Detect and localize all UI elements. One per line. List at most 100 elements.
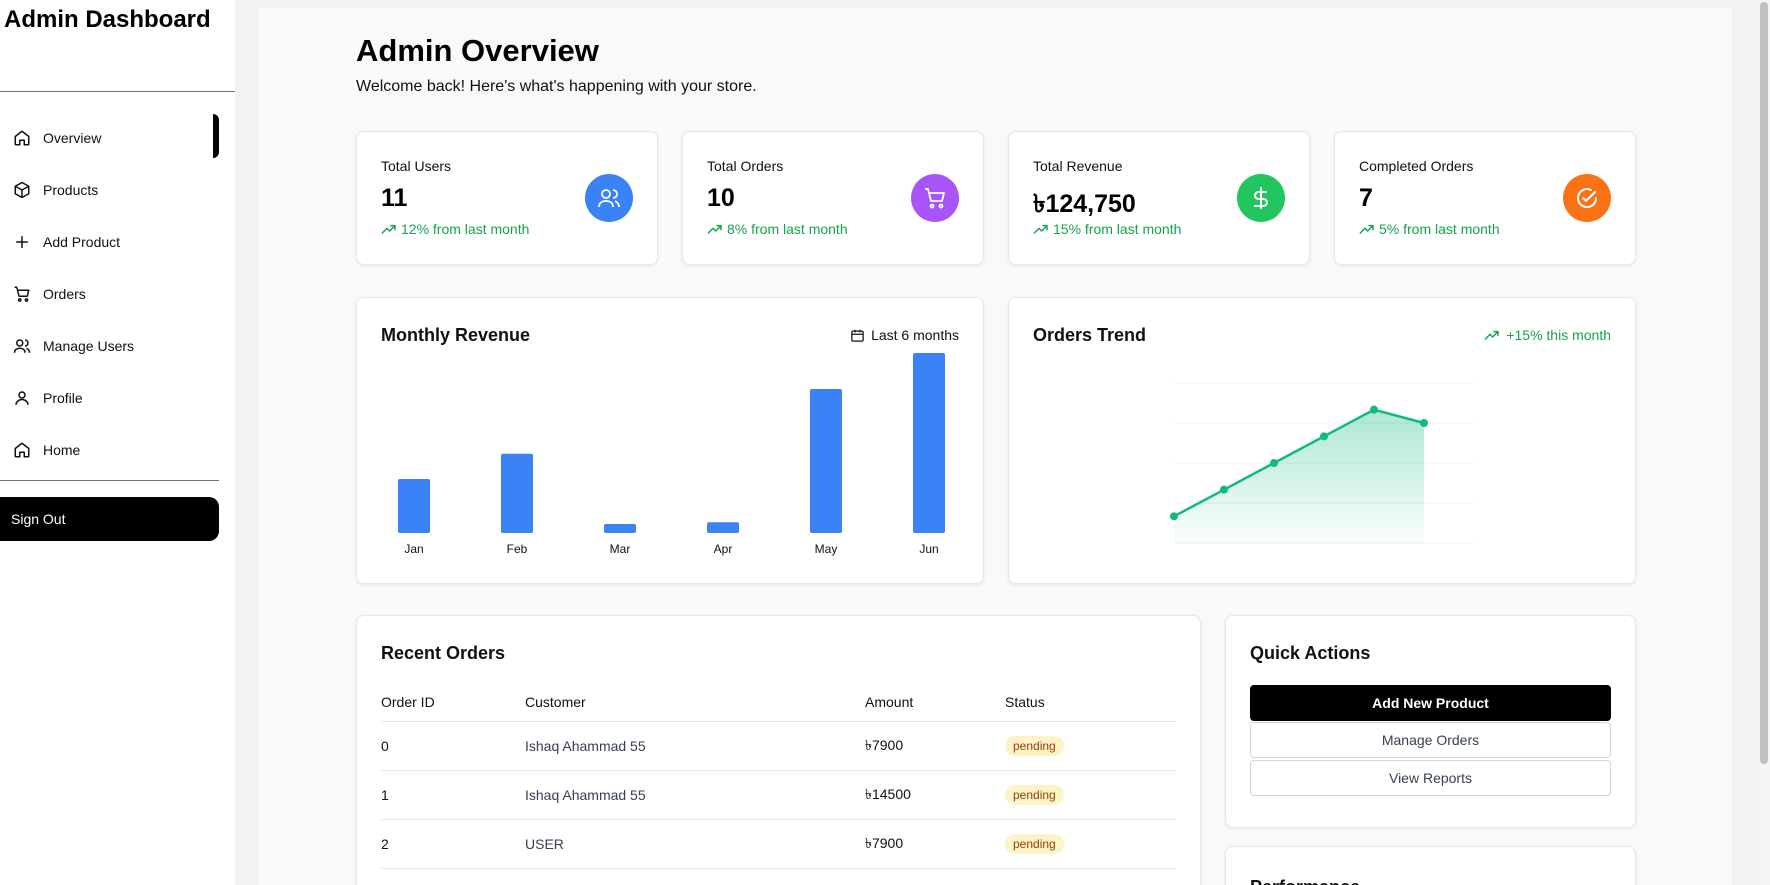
stat-label: Total Revenue [1033,158,1123,174]
stat-value: 10 [707,184,735,212]
users-icon [12,336,32,356]
plus-icon [12,232,32,252]
stat-card-total-revenue: Total Revenue ৳124,750 15% from last mon… [1008,131,1310,265]
x-tick-label: May [815,542,838,556]
table-row[interactable]: 0 Ishaq Ahammad 55 ৳7900 pending [381,722,1176,771]
status-cell: pending [1005,771,1064,819]
sidebar-item-label: Overview [43,130,102,146]
sidebar-item-manage-users[interactable]: Manage Users [0,320,219,372]
sidebar-item-label: Profile [43,390,83,406]
stat-value: 7 [1359,184,1373,212]
sidebar-item-profile[interactable]: Profile [0,372,219,424]
bar[interactable] [604,524,636,533]
sidebar-item-label: Orders [43,286,86,302]
column-header[interactable]: Status [1005,694,1045,710]
card-title: Recent Orders [381,643,506,663]
brand-title: Admin Dashboard [4,6,211,33]
sidebar: Admin Dashboard Overview Products Add Pr… [0,0,235,885]
status-badge: pending [1005,736,1064,756]
card-title: Monthly Revenue [381,325,531,345]
trending-up-icon [381,224,396,234]
monthly-revenue-card: Monthly Revenue Last 6 months Jan Feb Mar A… [356,297,984,584]
sidebar-item-orders[interactable]: Orders [0,268,219,320]
order-id: 1 [381,787,389,803]
home-icon [12,128,32,148]
x-tick-label: Jun [919,542,938,556]
stat-card-total-users: Total Users 11 12% from last month [356,131,658,265]
table-header: Order ID Customer Amount Status [381,694,1176,722]
x-tick-label: Apr [714,542,733,556]
data-point[interactable] [1370,405,1378,414]
trending-up-icon [1484,330,1500,340]
sign-out-button[interactable]: Sign Out [0,497,219,541]
order-amount: ৳14500 [865,786,911,802]
data-point[interactable] [1270,459,1278,467]
bar[interactable] [501,453,533,533]
stat-value: ৳124,750 [1033,190,1136,218]
status-cell: pending [1005,722,1064,770]
card-title: Performance [1250,877,1360,885]
sidebar-item-products[interactable]: Products [0,164,219,216]
bar[interactable] [810,389,842,533]
dollar-icon [1237,174,1285,222]
recent-orders-card: Recent Orders Order ID Customer Amount S… [356,615,1201,885]
table-row[interactable]: 2 USER ৳7900 pending [381,820,1176,869]
data-point[interactable] [1220,485,1228,494]
bar[interactable] [707,522,739,533]
data-point[interactable] [1420,419,1428,427]
sidebar-item-overview[interactable]: Overview [0,112,219,164]
stat-value: 11 [381,184,408,212]
column-header[interactable]: Customer [525,694,586,710]
main-content: Admin Overview Welcome back! Here's what… [259,8,1732,885]
customer-name: Ishaq Ahammad 55 [525,787,646,803]
date-range-selector[interactable]: Last 6 months [850,327,959,343]
view-reports-button[interactable]: View Reports [1250,760,1611,796]
status-badge: pending [1005,834,1064,854]
card-title: Quick Actions [1250,643,1371,663]
cart-icon [911,174,959,222]
customer-name: Ishaq Ahammad 55 [525,738,646,754]
bar[interactable] [398,479,430,533]
customer-name: USER [525,836,564,852]
stat-label: Completed Orders [1359,158,1474,174]
order-amount: ৳7900 [865,835,904,851]
user-icon [12,388,32,408]
stat-label: Total Users [381,158,452,174]
users-icon [585,174,633,222]
sidebar-item-label: Manage Users [43,338,135,354]
table-row[interactable]: 1 Ishaq Ahammad 55 ৳14500 pending [381,771,1176,820]
cart-icon [12,284,32,304]
stat-card-total-orders: Total Orders 10 8% from last month [682,131,984,265]
sidebar-item-add-product[interactable]: Add Product [0,216,219,268]
page-title: Admin Overview [356,33,599,68]
card-title: Orders Trend [1033,325,1147,345]
order-id: 0 [381,738,389,754]
orders-trend-card: Orders Trend +15% this month [1008,297,1636,584]
quick-actions-card: Quick Actions Add New Product Manage Ord… [1225,615,1636,828]
bar[interactable] [913,353,945,533]
stat-card-completed-orders: Completed Orders 7 5% from last month [1334,131,1636,265]
data-point[interactable] [1170,512,1178,521]
home-icon [12,440,32,460]
column-header[interactable]: Amount [865,694,914,710]
manage-orders-button[interactable]: Manage Orders [1250,722,1611,758]
sidebar-item-label: Products [43,182,99,198]
sidebar-item-home[interactable]: Home [0,424,219,476]
trending-up-icon [707,224,722,234]
column-header[interactable]: Order ID [381,694,435,710]
order-id: 2 [381,836,389,852]
performance-card: Performance [1225,846,1636,885]
orders-trend-chart [1170,382,1474,544]
x-tick-label: Feb [507,542,528,556]
stat-change: 12% from last month [381,221,529,237]
sidebar-nav: Overview Products Add Product Orders Man… [0,112,219,476]
data-point[interactable] [1320,432,1328,441]
scrollbar-thumb[interactable] [1760,2,1768,764]
package-icon [12,180,32,200]
area-fill [1174,409,1424,543]
add-new-product-button[interactable]: Add New Product [1250,685,1611,721]
divider [0,91,235,92]
x-tick-label: Mar [610,542,631,556]
trending-up-icon [1033,224,1048,234]
page-scrollbar[interactable] [1758,0,1770,885]
